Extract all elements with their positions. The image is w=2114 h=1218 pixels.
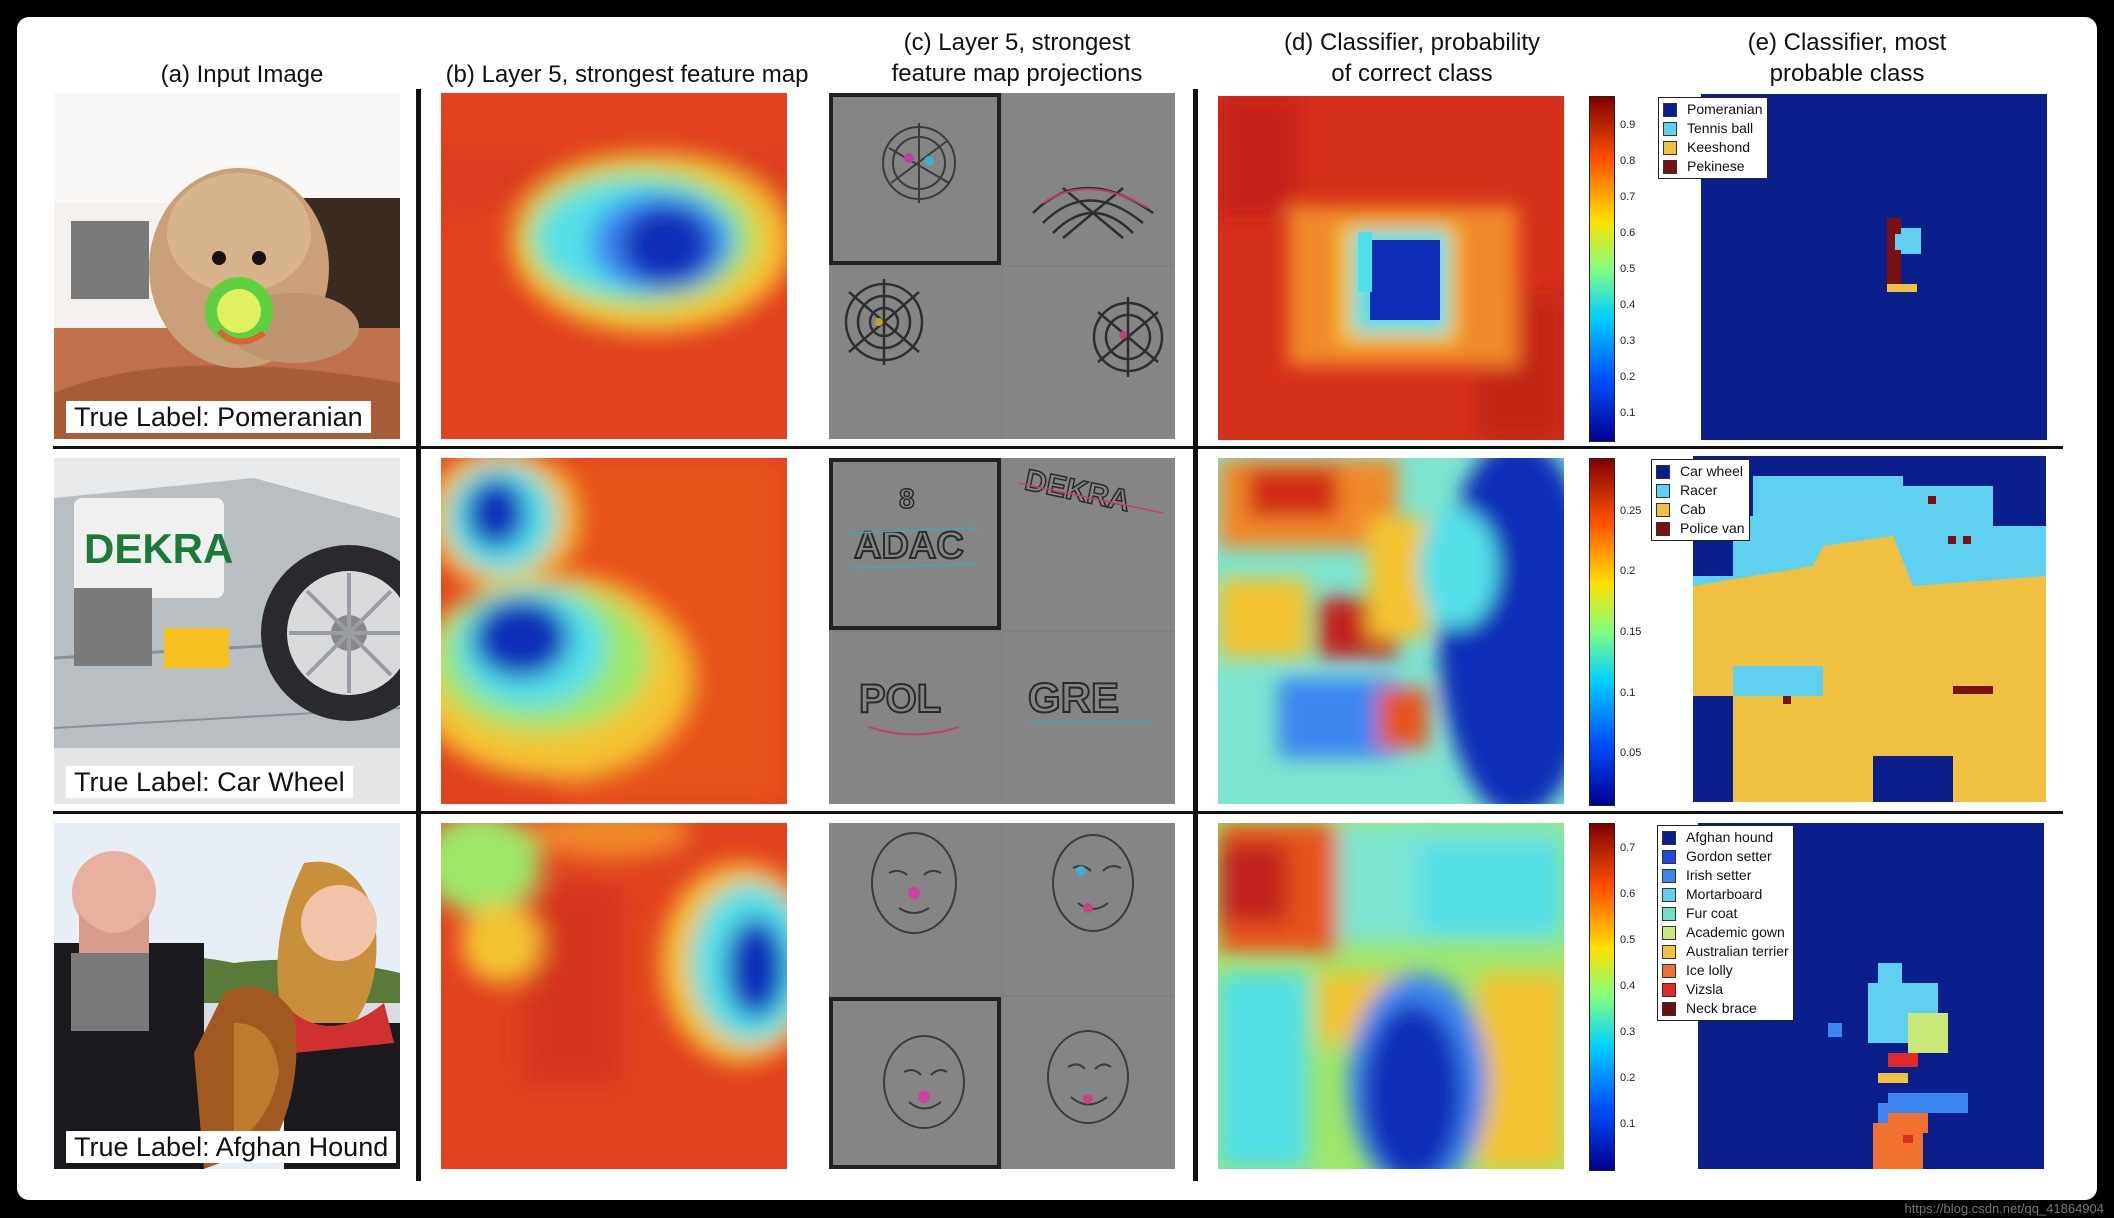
column-title-c: (c) Layer 5, strongest feature map proje… (891, 29, 1143, 87)
projection-text: POL (859, 677, 941, 721)
colorbar-tick: 0.3 (1620, 1026, 1636, 1039)
projection-cell (829, 997, 1001, 1169)
projection-text: 8 (899, 483, 915, 514)
colorbar-tick: 0.4 (1620, 980, 1636, 993)
colorbar-tick: 0.7 (1620, 842, 1636, 855)
legend-item: Gordon setter (1662, 847, 1789, 866)
colorbar-tick: 0.7 (1620, 190, 1636, 203)
separator-right (1193, 89, 1198, 1181)
projection-cell: GRE (1003, 632, 1175, 804)
colorbar-tick: 0.8 (1620, 154, 1636, 167)
colorbar-pomeranian: 0.9 0.8 0.7 0.6 0.5 0.4 0.3 0.2 0.1 (1589, 96, 1635, 442)
row-separator-2 (53, 811, 2063, 814)
projection-cell (1003, 997, 1175, 1169)
legend-item: Irish setter (1662, 866, 1789, 885)
column-title-e: (e) Classifier, most probable class (1747, 29, 1947, 87)
colorbar-tick: 0.6 (1620, 888, 1636, 901)
row-separator-1 (53, 446, 2063, 449)
legend-item: Car wheel (1656, 462, 1745, 481)
colorbar-tick: 0.3 (1620, 335, 1636, 348)
colorbar-afghan-hound: 0.7 0.6 0.5 0.4 0.3 0.2 0.1 (1589, 823, 1635, 1171)
colorbar-car-wheel: 0.25 0.2 0.15 0.1 0.05 (1589, 458, 1641, 806)
projection-text: DEKRA (1022, 464, 1133, 518)
legend-item: Mortarboard (1662, 885, 1789, 904)
colorbar-tick: 0.1 (1620, 686, 1636, 699)
projection-grid-car-wheel: 8 ADAC DEKRA POL GRE (829, 458, 1175, 804)
projection-cell (1003, 267, 1175, 439)
feature-map-afghan-hound (441, 823, 787, 1169)
legend-item: Neck brace (1662, 999, 1789, 1018)
legend-item: Australian terrier (1662, 942, 1789, 961)
probability-map-car-wheel (1218, 458, 1564, 804)
colorbar-tick: 0.5 (1620, 263, 1636, 275)
legend-item: Racer (1656, 481, 1745, 500)
projection-grid-pomeranian (829, 93, 1175, 439)
feature-map-car-wheel (441, 458, 787, 804)
legend-item: Academic gown (1662, 923, 1789, 942)
input-image-pomeranian: True Label: Pomeranian (54, 93, 400, 439)
feature-map-pomeranian (441, 93, 787, 439)
true-label: True Label: Afghan Hound (66, 1131, 397, 1163)
photo-text: DEKRA (84, 525, 233, 572)
legend-afghan-hound: Afghan hound Gordon setter Irish setter … (1657, 825, 1794, 1021)
figure-card: (a) Input Image (b) Layer 5, strongest f… (17, 17, 2097, 1200)
occluder-square (71, 953, 149, 1031)
legend-item: Ice lolly (1662, 961, 1789, 980)
input-image-afghan-hound: True Label: Afghan Hound (54, 823, 400, 1169)
legend-item: Afghan hound (1662, 828, 1789, 847)
colorbar-tick: 0.2 (1620, 565, 1636, 578)
legend-item: Police van (1656, 519, 1745, 538)
colorbar-tick: 0.15 (1620, 626, 1642, 638)
true-label: True Label: Pomeranian (66, 401, 371, 433)
occluder-square (71, 221, 149, 299)
colorbar-tick: 0.05 (1620, 747, 1642, 760)
projection-cell: DEKRA (1003, 458, 1175, 630)
projection-cell (1003, 93, 1175, 265)
probability-map-afghan-hound (1218, 823, 1564, 1169)
legend-item: Tennis ball (1663, 119, 1763, 138)
colorbar-tick: 0.4 (1620, 299, 1636, 312)
watermark: https://blog.csdn.net/qq_41864904 (1904, 1201, 2105, 1216)
column-title-a: (a) Input Image (160, 61, 324, 88)
legend-item: Pomeranian (1663, 100, 1763, 119)
colorbar-tick: 0.2 (1620, 371, 1636, 384)
input-image-car-wheel: DEKRA True Label: Car Wheel (54, 458, 400, 804)
colorbar-tick: 0.5 (1620, 934, 1636, 947)
projection-cell (829, 93, 1001, 265)
projection-cell: 8 ADAC (829, 458, 1001, 630)
separator-left (416, 89, 421, 1181)
probability-map-pomeranian (1218, 96, 1564, 440)
legend-item: Pekinese (1663, 157, 1763, 176)
legend-item: Keeshond (1663, 138, 1763, 157)
colorbar-tick: 0.1 (1620, 407, 1636, 420)
legend-item: Fur coat (1662, 904, 1789, 923)
legend-item: Cab (1656, 500, 1745, 519)
colorbar-tick: 0.9 (1620, 118, 1636, 131)
legend-pomeranian: Pomeranian Tennis ball Keeshond Pekinese (1658, 97, 1768, 179)
projection-cell (829, 823, 1001, 995)
projection-cell (1003, 823, 1175, 995)
legend-item: Vizsla (1662, 980, 1789, 999)
projection-cell (829, 267, 1001, 439)
colorbar-tick: 0.1 (1620, 1118, 1636, 1131)
column-title-d: (d) Classifier, probability of correct c… (1283, 29, 1541, 87)
legend-car-wheel: Car wheel Racer Cab Police van (1651, 459, 1750, 541)
colorbar-tick: 0.25 (1620, 504, 1642, 517)
colorbar-tick: 0.6 (1620, 226, 1636, 239)
projection-cell: POL (829, 632, 1001, 804)
projection-text: GRE (1028, 674, 1119, 721)
projection-grid-afghan-hound (829, 823, 1175, 1169)
true-label: True Label: Car Wheel (66, 766, 353, 798)
colorbar-tick: 0.2 (1620, 1072, 1636, 1085)
occluder-square (74, 588, 152, 666)
column-title-b: (b) Layer 5, strongest feature map (445, 61, 809, 88)
class-map-pomeranian (1701, 94, 2047, 440)
